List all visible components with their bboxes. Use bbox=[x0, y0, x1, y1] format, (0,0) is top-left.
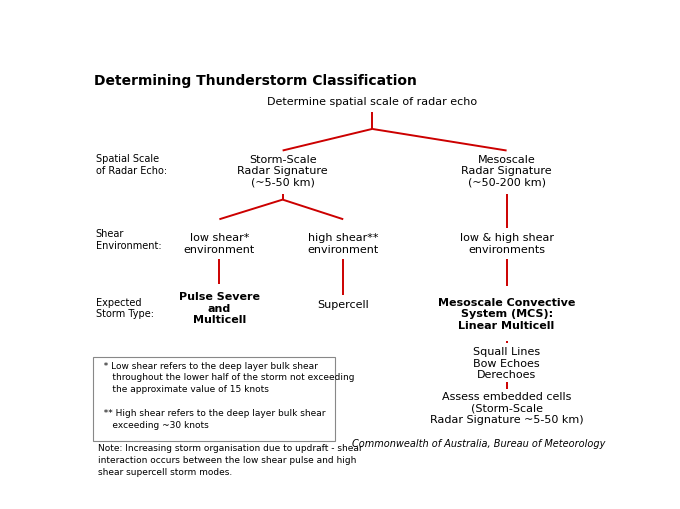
Bar bbox=[93, 357, 335, 441]
Text: * Low shear refers to the deep layer bulk shear
     throughout the lower half o: * Low shear refers to the deep layer bul… bbox=[98, 361, 363, 476]
Text: Commonwealth of Australia, Bureau of Meteorology: Commonwealth of Australia, Bureau of Met… bbox=[352, 438, 606, 448]
Text: Shear
Environment:: Shear Environment: bbox=[95, 229, 161, 250]
Text: Expected
Storm Type:: Expected Storm Type: bbox=[95, 297, 154, 319]
Text: low shear*
environment: low shear* environment bbox=[184, 233, 255, 254]
Text: Mesoscale Convective
System (MCS):
Linear Multicell: Mesoscale Convective System (MCS): Linea… bbox=[438, 297, 575, 330]
Text: Storm-Scale
Radar Signature
(~5-50 km): Storm-Scale Radar Signature (~5-50 km) bbox=[237, 154, 328, 187]
Text: low & high shear
environments: low & high shear environments bbox=[460, 233, 554, 254]
Text: Mesoscale
Radar Signature
(~50-200 km): Mesoscale Radar Signature (~50-200 km) bbox=[461, 154, 552, 187]
Text: high shear**
environment: high shear** environment bbox=[307, 233, 379, 254]
Text: Spatial Scale
of Radar Echo:: Spatial Scale of Radar Echo: bbox=[95, 154, 167, 176]
Text: Pulse Severe
and
Multicell: Pulse Severe and Multicell bbox=[179, 292, 260, 325]
Text: Supercell: Supercell bbox=[318, 299, 369, 309]
Text: Determining Thunderstorm Classification: Determining Thunderstorm Classification bbox=[95, 74, 418, 88]
Text: Assess embedded cells
(Storm-Scale
Radar Signature ~5-50 km): Assess embedded cells (Storm-Scale Radar… bbox=[430, 391, 583, 425]
Text: Squall Lines
Bow Echoes
Derechoes: Squall Lines Bow Echoes Derechoes bbox=[473, 346, 540, 379]
Text: Determine spatial scale of radar echo: Determine spatial scale of radar echo bbox=[267, 97, 477, 107]
